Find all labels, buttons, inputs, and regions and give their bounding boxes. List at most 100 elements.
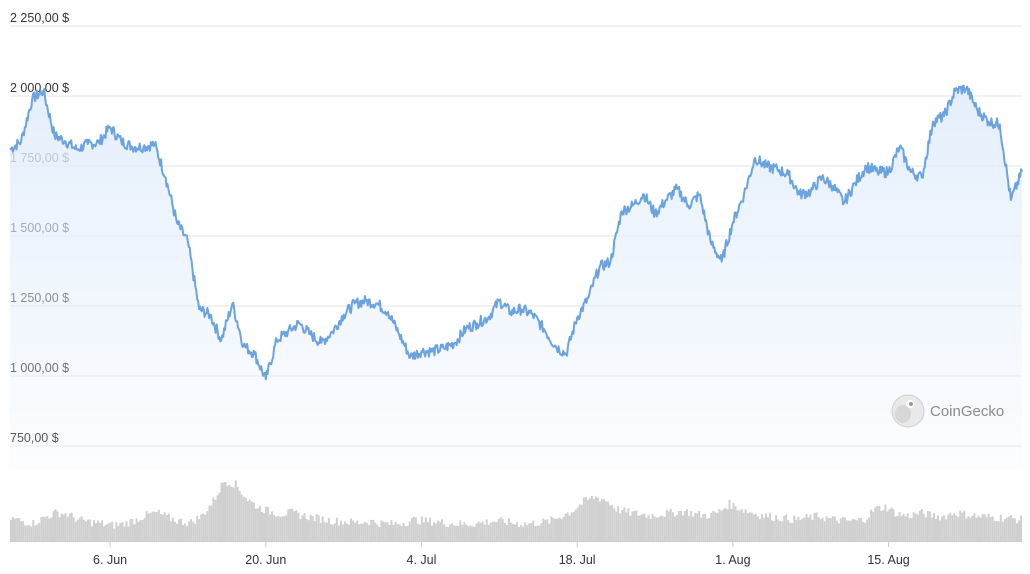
volume-bar: [843, 517, 846, 541]
volume-bar: [408, 521, 411, 541]
volume-bar: [655, 517, 658, 541]
volume-bar: [80, 516, 83, 541]
volume-bar: [916, 514, 919, 541]
volume-bar: [933, 513, 935, 541]
volume-bar: [884, 504, 887, 541]
volume-bar: [823, 521, 826, 541]
volume-bar: [799, 520, 802, 541]
volume-bar: [119, 523, 122, 541]
volume-bar: [153, 511, 156, 541]
volume-bar: [728, 500, 731, 541]
volume-bar: [117, 525, 120, 541]
volume-bar: [910, 518, 913, 541]
volume-bar: [819, 519, 822, 541]
volume-bar: [957, 516, 960, 541]
volume-bar: [920, 509, 923, 541]
volume-bar: [512, 523, 514, 541]
volume-bar: [542, 518, 545, 541]
volume-bar: [815, 512, 818, 541]
volume-bar: [62, 514, 65, 541]
volume-bar: [20, 521, 23, 541]
volume-bar: [621, 510, 624, 541]
volume-bar: [716, 512, 719, 541]
volume-bar: [509, 522, 512, 541]
volume-bar: [394, 521, 397, 541]
volume-bar: [603, 499, 605, 541]
volume-bar: [196, 515, 199, 541]
volume-bar: [852, 518, 854, 541]
volume-bar: [30, 526, 33, 541]
volume-bar: [287, 509, 290, 541]
volume-bar: [66, 516, 69, 541]
volume-bar: [807, 517, 810, 541]
volume-bar: [663, 516, 666, 541]
volume-bar: [447, 527, 450, 541]
volume-bar: [165, 515, 168, 541]
volume-bar: [665, 509, 668, 541]
volume-bar: [690, 511, 693, 541]
volume-bar: [999, 514, 1002, 541]
volume-bar: [115, 522, 118, 541]
volume-bar: [445, 526, 448, 541]
volume-bar: [896, 515, 899, 541]
volume-bar: [552, 518, 555, 541]
price-line: [9, 84, 1023, 381]
volume-bar: [627, 508, 630, 541]
volume-bar: [1001, 521, 1004, 541]
volume-bar: [386, 522, 389, 541]
volume-bar: [878, 505, 881, 541]
volume-bar: [236, 486, 239, 541]
volume-bar: [307, 520, 310, 541]
volume-bar: [143, 517, 146, 541]
volume-bar: [856, 520, 859, 541]
volume-bar: [633, 511, 636, 541]
volume-bar: [250, 501, 253, 541]
volume-bar: [339, 520, 342, 541]
volume-bar: [696, 513, 699, 541]
volume-bar: [748, 512, 751, 541]
volume-bar: [323, 522, 326, 541]
volume-bar: [234, 480, 237, 541]
volume-bar: [712, 510, 715, 541]
volume-bar: [44, 517, 47, 541]
volume-bar: [244, 498, 247, 541]
volume-bar: [226, 485, 229, 541]
volume-bar: [263, 513, 265, 541]
volume-bar: [538, 525, 541, 541]
volume-bar: [58, 517, 61, 541]
volume-bar: [912, 512, 915, 541]
volume-bar: [744, 509, 747, 541]
volume-bar: [825, 516, 828, 541]
volume-bar: [485, 519, 488, 541]
volume-bar: [661, 516, 664, 541]
volume-bar: [619, 513, 622, 541]
price-area-layer: [10, 85, 1022, 470]
volume-bar: [617, 506, 620, 541]
volume-bar: [760, 514, 763, 541]
volume-bar: [261, 512, 263, 541]
volume-bar: [56, 511, 59, 541]
volume-bar: [341, 524, 344, 541]
volume-bar: [752, 514, 755, 541]
volume-bar: [60, 513, 63, 541]
volume-bar: [285, 515, 288, 541]
volume-bar: [791, 522, 794, 541]
volume-bar: [641, 514, 644, 541]
volume-bar: [127, 526, 130, 541]
volume-bar: [429, 517, 431, 541]
volume-bar: [653, 516, 656, 541]
x-tick-label: 15. Aug: [867, 553, 909, 567]
volume-bar: [188, 521, 191, 541]
volume-bar: [362, 523, 365, 541]
volume-bar: [206, 511, 209, 541]
volume-bar: [24, 525, 27, 541]
volume-bar: [95, 523, 97, 541]
volume-bar: [99, 522, 102, 541]
volume-bar: [771, 520, 773, 541]
volume-bar: [291, 508, 294, 541]
volume-bar: [892, 509, 895, 541]
volume-bar: [54, 509, 57, 541]
volume-bar: [657, 517, 660, 541]
volume-bar: [983, 514, 986, 541]
volume-bar: [133, 524, 136, 541]
